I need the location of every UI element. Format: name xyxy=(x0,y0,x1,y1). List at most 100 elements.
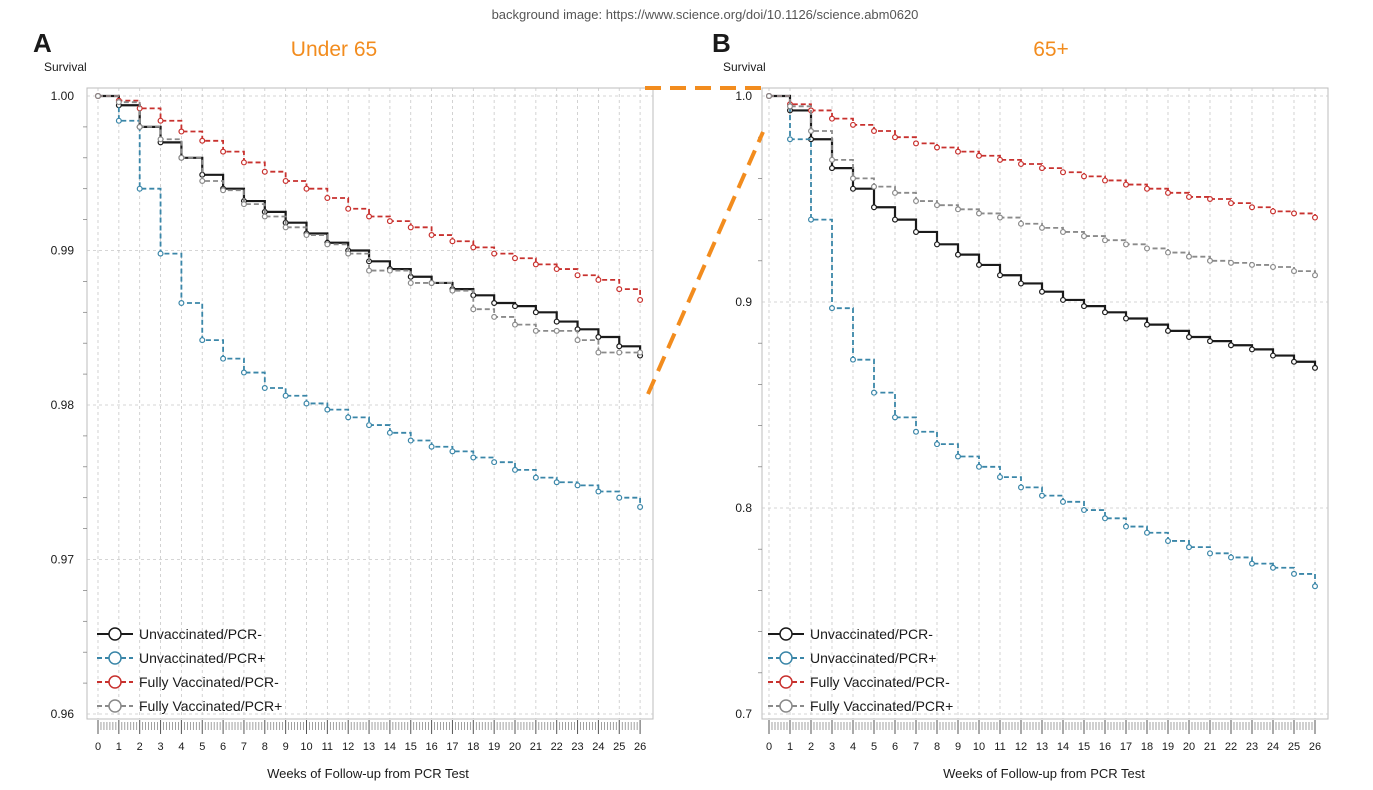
legend-label: Fully Vaccinated/PCR- xyxy=(139,674,279,690)
data-point-vax_pos xyxy=(532,327,539,334)
x-tick-label: 0 xyxy=(95,741,101,753)
x-tick-label: 23 xyxy=(571,741,583,753)
data-point-unvax_neg xyxy=(1164,327,1171,334)
legend-swatch-marker xyxy=(779,627,793,641)
legend-label: Unvaccinated/PCR- xyxy=(139,626,262,642)
data-point-vax_neg xyxy=(282,177,289,184)
data-point-unvax_pos xyxy=(849,356,856,363)
data-point-vax_pos xyxy=(470,306,477,313)
legend-swatch-marker xyxy=(108,651,122,665)
data-point-vax_pos xyxy=(407,279,414,286)
x-tick-label: 26 xyxy=(1309,741,1321,753)
x-tick-label: 1 xyxy=(787,741,793,753)
data-point-vax_pos xyxy=(324,241,331,248)
legend-swatch-marker xyxy=(779,675,793,689)
x-tick-label: 21 xyxy=(530,741,542,753)
x-tick-label: 25 xyxy=(613,741,625,753)
data-point-vax_pos xyxy=(828,156,835,163)
data-point-unvax_pos xyxy=(532,474,539,481)
data-point-unvax_pos xyxy=(282,392,289,399)
data-point-unvax_pos xyxy=(1248,560,1255,567)
x-tick-label: 4 xyxy=(178,741,184,753)
data-point-vax_neg xyxy=(975,152,982,159)
data-point-unvax_neg xyxy=(553,318,560,325)
data-point-unvax_pos xyxy=(1143,529,1150,536)
data-point-unvax_pos xyxy=(1059,498,1066,505)
x-tick-label: 12 xyxy=(1015,741,1027,753)
data-point-unvax_pos xyxy=(975,463,982,470)
data-point-vax_neg xyxy=(1248,204,1255,211)
x-tick-label: 8 xyxy=(934,741,940,753)
data-point-vax_pos xyxy=(849,175,856,182)
data-point-vax_neg xyxy=(324,194,331,201)
panel-b-plot-frame xyxy=(761,87,1329,720)
data-point-unvax_pos xyxy=(1311,583,1318,590)
data-point-unvax_neg xyxy=(912,228,919,235)
data-point-vax_neg xyxy=(870,128,877,135)
data-point-unvax_pos xyxy=(491,459,498,466)
data-point-vax_neg xyxy=(240,159,247,166)
x-tick-label: 2 xyxy=(137,741,143,753)
data-point-vax_neg xyxy=(157,117,164,124)
data-point-vax_pos xyxy=(199,177,206,184)
data-point-vax_pos xyxy=(616,349,623,356)
data-point-unvax_pos xyxy=(1122,523,1129,530)
panel-b-letter: B xyxy=(712,28,731,58)
panel-b-title: 65+ xyxy=(1033,38,1069,61)
data-point-unvax_pos xyxy=(1269,564,1276,571)
data-point-vax_neg xyxy=(1164,189,1171,196)
data-point-vax_neg xyxy=(828,115,835,122)
legend-label: Unvaccinated/PCR+ xyxy=(810,650,936,666)
data-point-unvax_neg xyxy=(1059,296,1066,303)
data-point-unvax_neg xyxy=(1038,288,1045,295)
data-point-unvax_pos xyxy=(891,414,898,421)
panel-a-plot-frame xyxy=(86,87,654,720)
data-point-vax_pos xyxy=(807,128,814,135)
data-point-vax_pos xyxy=(1290,268,1297,275)
data-point-vax_pos xyxy=(1080,233,1087,240)
data-point-unvax_neg xyxy=(1122,315,1129,322)
x-tick-label: 7 xyxy=(241,741,247,753)
data-point-vax_neg xyxy=(386,218,393,225)
data-point-vax_pos xyxy=(1248,261,1255,268)
x-tick-label: 6 xyxy=(892,741,898,753)
panel-a-legend: Unvaccinated/PCR- Unvaccinated/PCR+ Fully … xyxy=(97,626,282,714)
x-tick-label: 1 xyxy=(116,741,122,753)
data-point-unvax_pos xyxy=(616,494,623,501)
x-tick-label: 17 xyxy=(1120,741,1132,753)
data-point-unvax_neg xyxy=(828,165,835,172)
data-point-unvax_neg xyxy=(1206,338,1213,345)
data-point-vax_neg xyxy=(1311,214,1318,221)
data-point-unvax_neg xyxy=(975,261,982,268)
x-tick-label: 21 xyxy=(1204,741,1216,753)
data-point-vax_pos xyxy=(912,198,919,205)
data-point-vax_neg xyxy=(553,266,560,273)
x-tick-label: 18 xyxy=(1141,741,1153,753)
data-point-vax_pos xyxy=(366,267,373,274)
data-point-unvax_neg xyxy=(1311,364,1318,371)
data-point-vax_neg xyxy=(595,276,602,283)
data-point-vax_neg xyxy=(428,232,435,239)
data-point-vax_neg xyxy=(912,140,919,147)
x-tick-label: 24 xyxy=(592,741,604,753)
data-point-unvax_neg xyxy=(849,185,856,192)
data-point-unvax_pos xyxy=(870,389,877,396)
y-tick-label: 1.0 xyxy=(735,89,752,103)
y-tick-label: 0.8 xyxy=(735,501,752,515)
data-point-unvax_pos xyxy=(386,429,393,436)
data-point-vax_neg xyxy=(407,224,414,231)
data-point-vax_pos xyxy=(428,279,435,286)
data-point-vax_pos xyxy=(1059,228,1066,235)
data-point-vax_pos xyxy=(1311,272,1318,279)
data-point-vax_pos xyxy=(94,92,101,99)
x-tick-label: 14 xyxy=(1057,741,1069,753)
x-tick-label: 0 xyxy=(766,741,772,753)
data-point-unvax_neg xyxy=(532,309,539,316)
data-point-unvax_pos xyxy=(553,479,560,486)
data-point-unvax_neg xyxy=(933,241,940,248)
data-point-unvax_pos xyxy=(912,428,919,435)
panel-b-axes: 0 1 2 3 4 5 6 7 8 9 10 11 12 13 14 15 16 17 18 19 20 21 22 23 24… xyxy=(735,89,1321,753)
data-point-vax_pos xyxy=(303,232,310,239)
x-tick-label: 18 xyxy=(467,741,479,753)
data-point-vax_pos xyxy=(870,183,877,190)
